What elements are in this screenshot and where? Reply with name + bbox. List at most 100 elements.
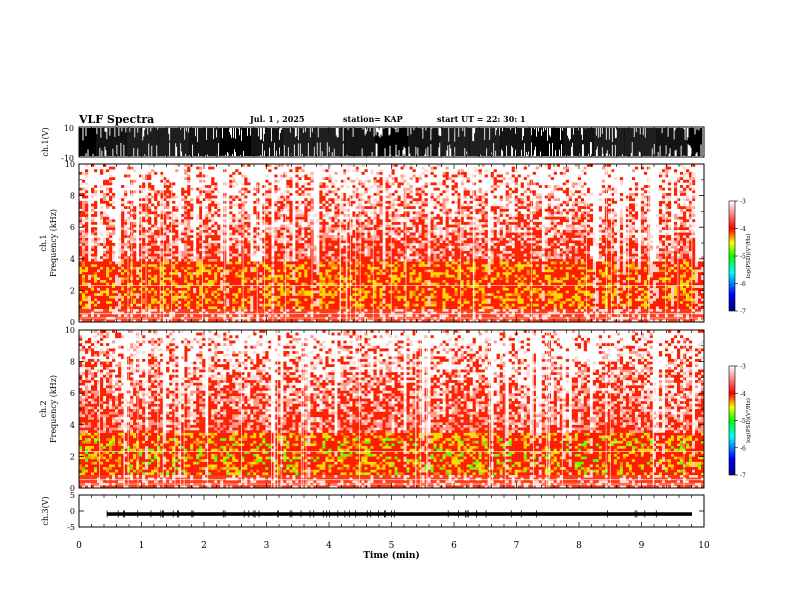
psd-cell bbox=[331, 298, 335, 302]
psd-cell bbox=[172, 258, 176, 262]
psd-cell bbox=[196, 174, 200, 178]
psd-cell bbox=[211, 264, 215, 267]
psd-cell bbox=[109, 221, 113, 225]
psd-cell bbox=[334, 256, 338, 259]
psd-cell bbox=[355, 240, 359, 244]
psd-cell bbox=[214, 224, 218, 228]
psd-cell bbox=[352, 248, 356, 252]
psd-cell bbox=[157, 250, 161, 254]
psd-cell bbox=[307, 187, 311, 191]
psd-cell bbox=[109, 269, 113, 273]
psd-cell bbox=[301, 311, 305, 315]
psd-cell bbox=[301, 200, 305, 204]
psd-cell bbox=[352, 279, 356, 283]
psd-cell bbox=[298, 216, 302, 220]
psd-cell bbox=[121, 303, 125, 307]
psd-cell bbox=[364, 256, 368, 259]
psd-cell bbox=[106, 206, 110, 209]
psd-cell bbox=[169, 282, 173, 286]
psd-cell bbox=[154, 261, 158, 265]
psd-cell bbox=[124, 279, 128, 283]
psd-cell bbox=[178, 271, 182, 275]
psd-cell bbox=[133, 298, 137, 302]
psd-cell bbox=[79, 290, 83, 294]
psd-cell bbox=[322, 308, 326, 312]
psd-cell bbox=[325, 303, 329, 307]
psd-cell bbox=[202, 303, 206, 307]
psd-cell bbox=[349, 258, 353, 262]
psd-cell bbox=[268, 195, 272, 199]
psd-cell bbox=[319, 206, 323, 209]
psd-cell bbox=[364, 253, 368, 257]
psd-cell bbox=[286, 179, 290, 183]
psd-cell bbox=[106, 221, 110, 225]
psd-cell bbox=[229, 240, 233, 244]
psd-cell bbox=[154, 229, 158, 233]
psd-cell bbox=[79, 229, 83, 233]
psd-cell bbox=[157, 203, 161, 207]
psd-cell bbox=[172, 182, 176, 186]
psd-cell bbox=[196, 237, 200, 241]
psd-cell bbox=[289, 258, 293, 262]
psd-cell bbox=[100, 261, 104, 265]
psd-cell bbox=[127, 293, 131, 296]
psd-cell bbox=[373, 221, 377, 225]
psd-cell bbox=[148, 182, 152, 186]
psd-cell bbox=[292, 303, 296, 307]
psd-cell bbox=[304, 277, 308, 281]
psd-cell bbox=[139, 237, 143, 241]
psd-cell bbox=[211, 229, 215, 233]
psd-cell bbox=[268, 253, 272, 257]
psd-cell bbox=[301, 174, 305, 178]
psd-cell bbox=[175, 208, 179, 212]
psd-cell bbox=[94, 221, 98, 225]
psd-cell bbox=[199, 221, 203, 225]
psd-cell bbox=[211, 200, 215, 204]
psd-cell bbox=[238, 221, 242, 225]
psd-cell bbox=[151, 308, 155, 312]
psd-cell bbox=[121, 274, 125, 278]
psd-cell bbox=[199, 200, 203, 204]
psd-cell bbox=[298, 253, 302, 257]
psd-cell bbox=[136, 287, 140, 291]
psd-cell bbox=[316, 311, 320, 315]
psd-cell bbox=[274, 166, 278, 170]
psd-cell bbox=[307, 274, 311, 278]
psd-cell bbox=[337, 227, 341, 231]
psd-cell bbox=[367, 237, 371, 241]
psd-cell bbox=[334, 314, 338, 317]
psd-cell bbox=[91, 308, 95, 312]
psd-cell bbox=[151, 277, 155, 281]
psd-cell bbox=[205, 314, 209, 317]
psd-cell bbox=[367, 200, 371, 204]
psd-cell bbox=[124, 219, 128, 223]
psd-cell bbox=[277, 187, 281, 191]
psd-cell bbox=[103, 250, 107, 254]
psd-cell bbox=[154, 314, 158, 317]
psd-cell bbox=[301, 219, 305, 223]
psd-cell bbox=[289, 250, 293, 254]
psd-cell bbox=[139, 308, 143, 312]
psd-cell bbox=[169, 269, 173, 273]
psd-cell bbox=[349, 235, 353, 238]
psd-cell bbox=[247, 311, 251, 315]
psd-cell bbox=[94, 293, 98, 296]
psd-cell bbox=[280, 290, 284, 294]
psd-cell bbox=[169, 287, 173, 291]
psd-cell bbox=[112, 285, 116, 288]
psd-cell bbox=[214, 266, 218, 270]
psd-cell bbox=[211, 274, 215, 278]
psd-cell bbox=[91, 314, 95, 317]
psd-cell bbox=[103, 211, 107, 215]
psd-cell bbox=[142, 256, 146, 259]
psd-cell bbox=[331, 219, 335, 223]
psd-cell bbox=[295, 298, 299, 302]
psd-cell bbox=[217, 229, 221, 233]
psd-cell bbox=[103, 192, 107, 196]
psd-cell bbox=[91, 298, 95, 302]
psd-cell bbox=[232, 306, 236, 310]
psd-cell bbox=[244, 200, 248, 204]
psd-cell bbox=[127, 287, 131, 291]
psd-cell bbox=[280, 235, 284, 238]
psd-cell bbox=[277, 306, 281, 310]
